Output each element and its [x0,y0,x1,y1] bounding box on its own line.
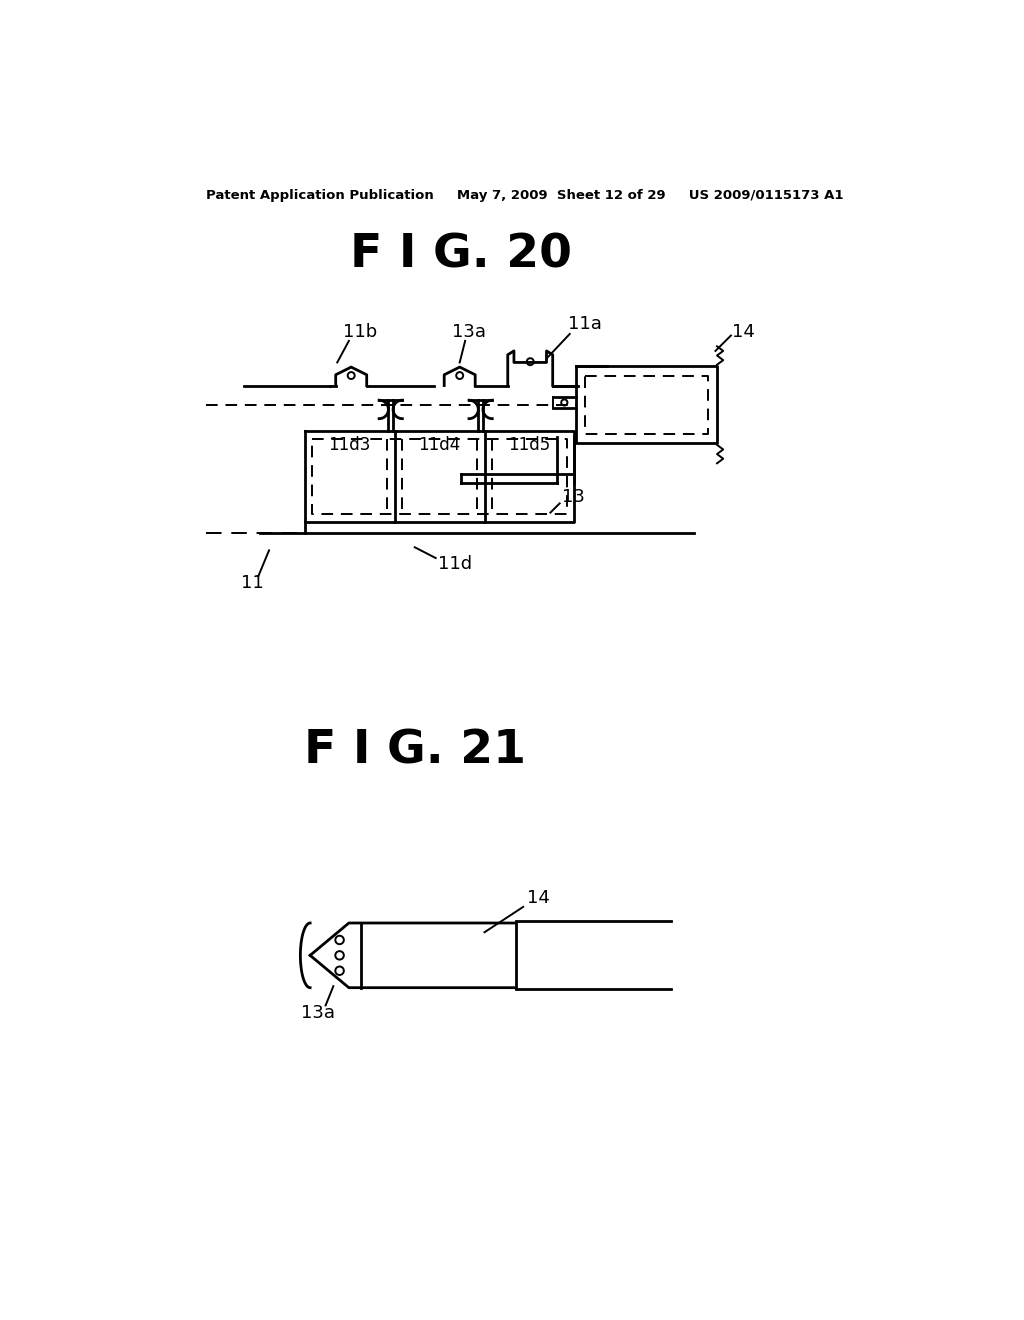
Text: 14: 14 [527,888,550,907]
Text: 11d3: 11d3 [329,436,371,454]
Text: 13: 13 [562,488,585,506]
Text: 13a: 13a [452,322,486,341]
Text: 14: 14 [732,322,756,341]
Text: 11b: 11b [343,322,378,341]
Text: 11: 11 [241,574,263,593]
Text: 11a: 11a [568,315,602,333]
Text: 11d4: 11d4 [419,436,461,454]
Text: F I G. 20: F I G. 20 [350,232,572,277]
Text: 11d5: 11d5 [508,436,551,454]
Text: 11d: 11d [438,556,472,573]
Text: F I G. 21: F I G. 21 [304,729,525,774]
Text: 13a: 13a [301,1005,335,1022]
Text: Patent Application Publication     May 7, 2009  Sheet 12 of 29     US 2009/01151: Patent Application Publication May 7, 20… [206,189,844,202]
